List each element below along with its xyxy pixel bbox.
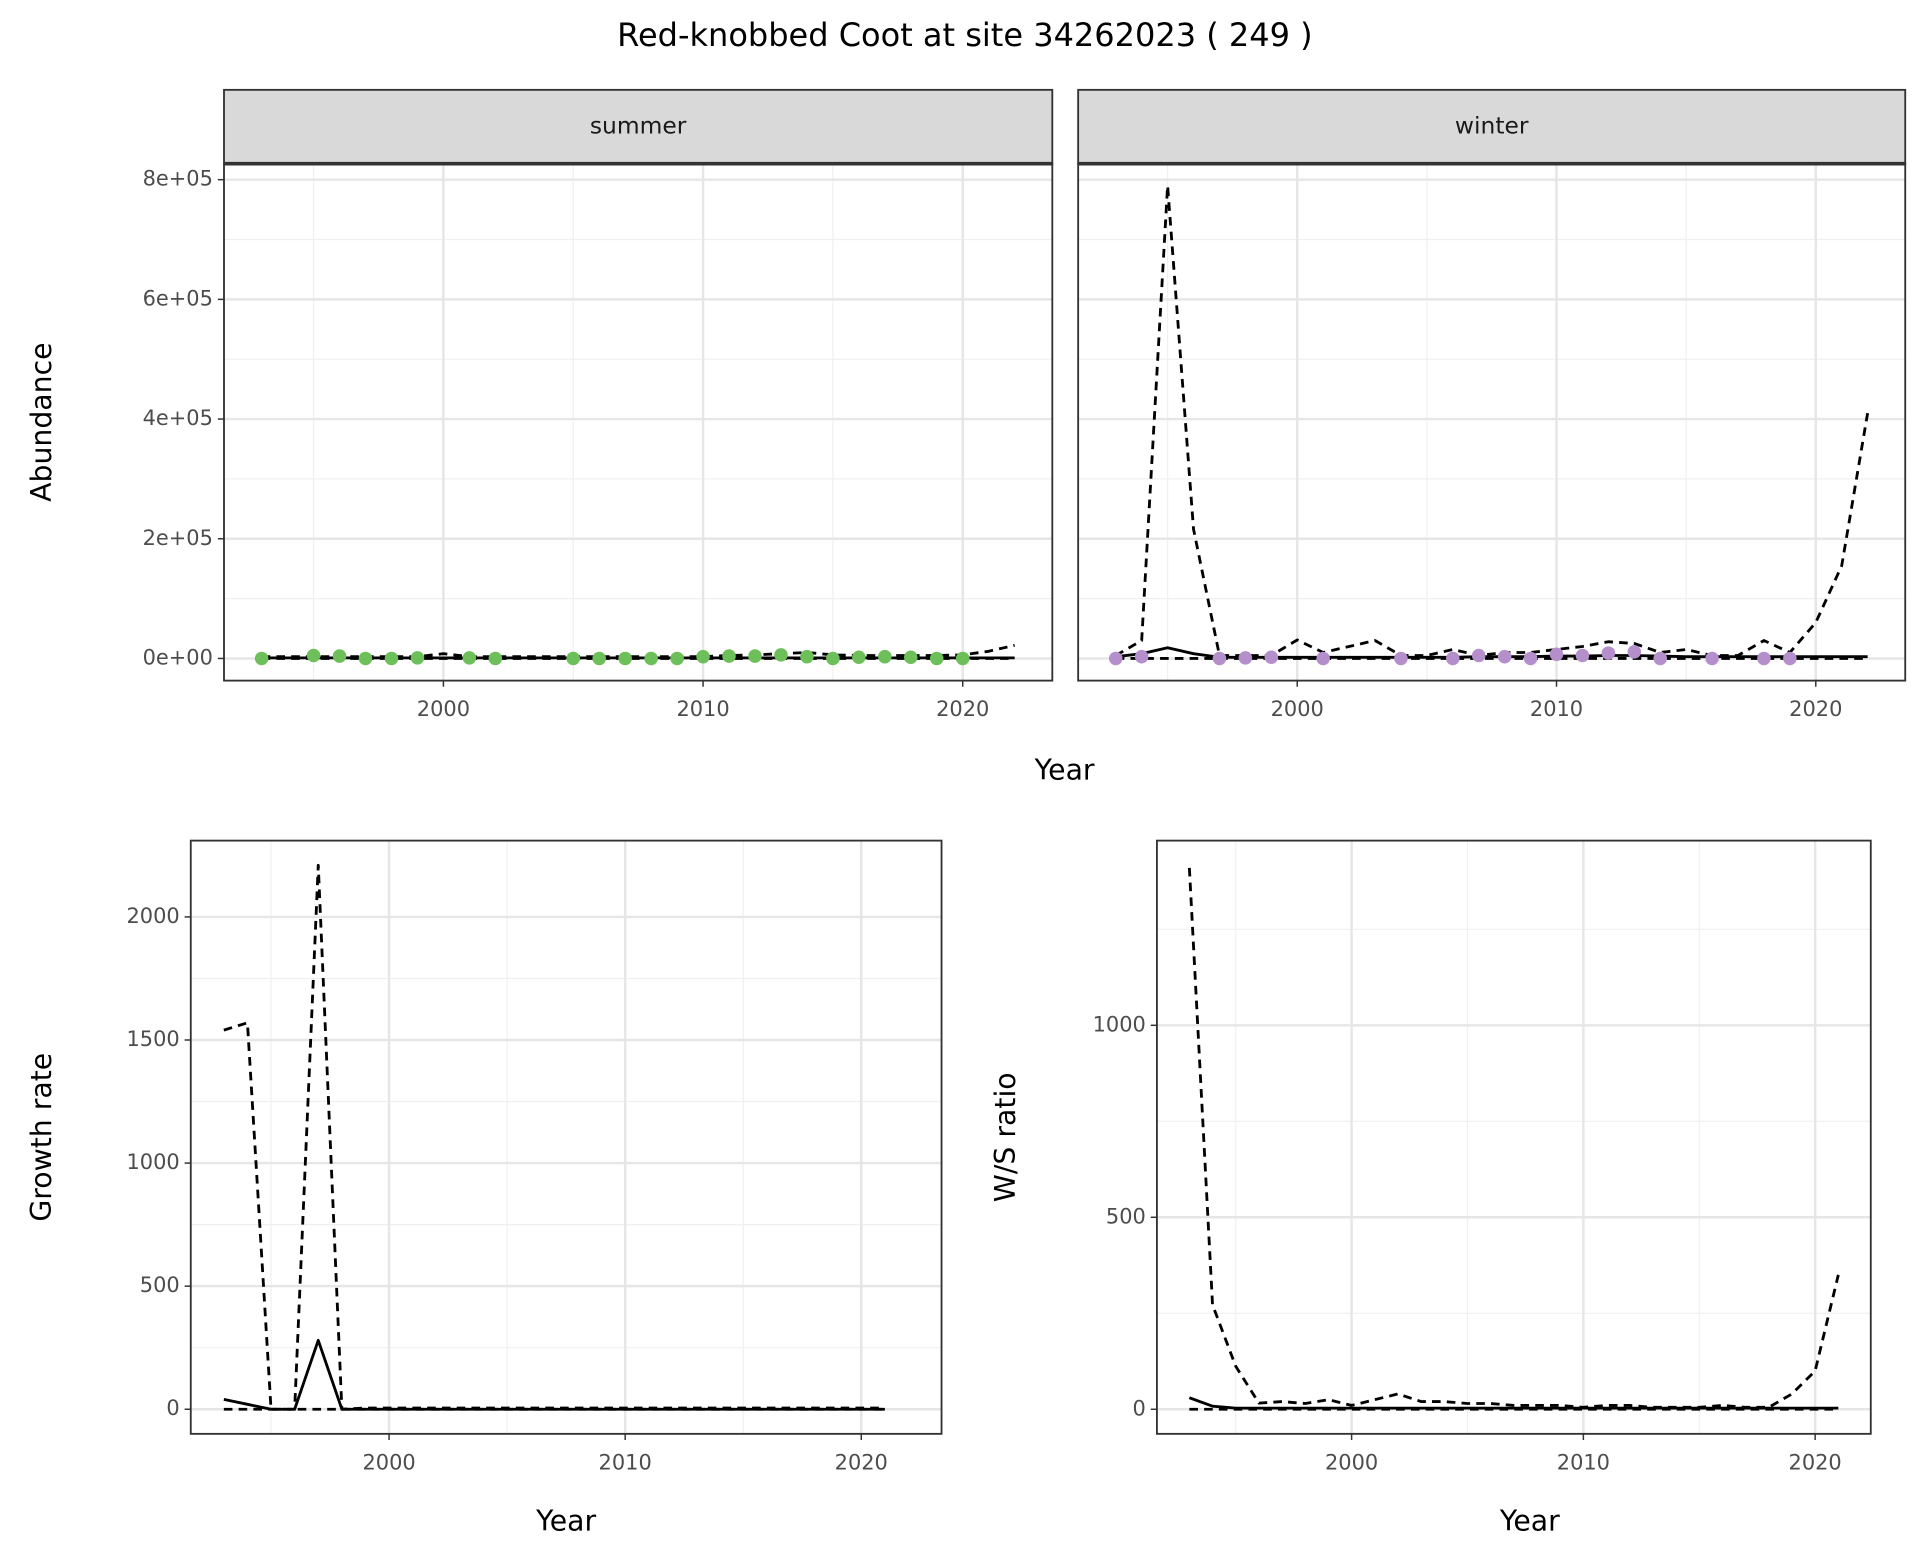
dashed-line [1187,867,1840,1409]
data-point [1238,651,1253,665]
data-point [1575,648,1590,663]
data-point [1394,651,1408,666]
data-point [1134,649,1149,664]
x-tick-label: 2010 [599,1450,652,1474]
data-point [1549,647,1564,662]
panel-border [189,839,943,1435]
y-tick-label: 0 [166,1396,179,1420]
y-tick-label: 1000 [126,1150,179,1174]
y-tick-label: 2000 [126,904,179,928]
data-point [488,651,503,666]
y-tick-label: 500 [140,1273,180,1297]
data-point [410,651,425,665]
x-axis-label: Year [1499,1504,1560,1537]
data-point [722,649,736,663]
facet-strip [223,88,1054,165]
data-point [1497,649,1512,664]
data-point [1653,651,1667,666]
x-tick-label: 2020 [1789,697,1842,721]
panel-border [1156,839,1872,1435]
data-point [696,649,710,664]
data-point [462,651,477,665]
data-point [1264,650,1279,665]
panel-background [1156,840,1871,1434]
y-tick-label: 6e+05 [143,286,213,310]
y-tick-label: 1500 [126,1027,179,1051]
solid-line [1188,1396,1839,1410]
y-tick-label: 1000 [1093,1012,1146,1036]
data-point [384,651,399,666]
data-point [592,651,606,666]
y-tick-label: 8e+05 [143,167,213,191]
data-point [254,651,269,666]
data-point [1108,651,1123,666]
facet-label: winter [1455,111,1529,139]
figure-title: Red-knobbed Coot at site 34262023 ( 249 … [617,16,1312,54]
y-axis-label: Growth rate [25,1053,58,1222]
data-point [929,651,944,666]
data-point [358,651,373,666]
data-point [332,649,347,663]
x-axis-label: Year [1034,754,1095,787]
y-tick-label: 500 [1106,1204,1146,1228]
data-point [618,651,632,666]
data-point [1627,645,1642,659]
x-tick-label: 2000 [1325,1450,1378,1474]
y-axis-label: W/S ratio [989,1072,1022,1202]
x-tick-label: 2000 [417,697,470,721]
data-point [1523,651,1538,666]
data-point [1446,651,1460,666]
data-point [1783,651,1797,666]
y-tick-label: 0e+00 [143,645,213,669]
data-point [1705,651,1719,666]
x-tick-label: 2020 [936,697,989,721]
y-tick-label: 0 [1133,1396,1146,1420]
x-tick-label: 2020 [1789,1450,1842,1474]
data-point [748,649,762,663]
x-tick-label: 2020 [835,1450,888,1474]
data-point [826,651,840,666]
data-point [644,651,658,666]
data-point [852,650,866,665]
x-axis-label: Year [535,1504,596,1537]
panel-background [1078,163,1906,681]
solid-line [223,1338,885,1411]
data-point [566,651,581,666]
x-tick-label: 2010 [1530,697,1583,721]
data-point [904,650,918,665]
data-point [774,648,788,662]
data-point [1601,646,1616,660]
panel-background [224,163,1053,681]
data-point [955,651,970,666]
data-point [1471,648,1486,663]
panel-background [190,840,942,1434]
data-point [306,648,321,663]
x-tick-label: 2000 [1271,697,1324,721]
data-point [1316,651,1330,666]
y-tick-label: 4e+05 [143,406,213,430]
facet-label: summer [590,111,687,139]
x-tick-label: 2000 [362,1450,415,1474]
data-point [800,649,814,664]
data-point [1212,651,1227,666]
data-point [1757,651,1771,666]
data-point [878,649,892,664]
x-tick-label: 2010 [1557,1450,1610,1474]
y-tick-label: 2e+05 [143,526,213,550]
x-tick-label: 2010 [676,697,729,721]
data-point [670,651,684,666]
y-axis-label: Abundance [25,342,58,501]
facet-strip [1077,88,1907,165]
